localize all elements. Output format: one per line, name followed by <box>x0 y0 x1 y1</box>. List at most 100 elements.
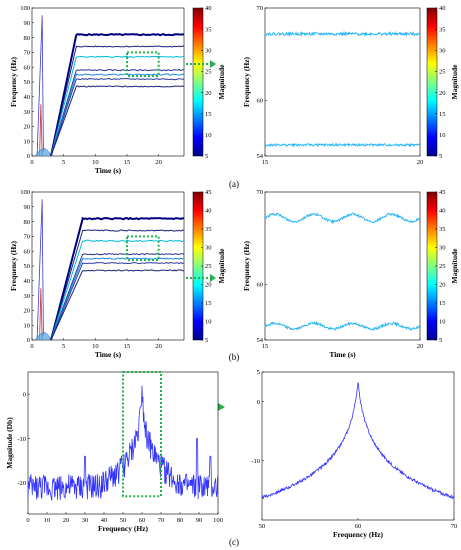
colorbar-tick-label: 40 <box>205 5 212 12</box>
x-tick-label: 0 <box>30 159 33 166</box>
zoom-box <box>122 371 162 498</box>
colorbar-tick-label: 20 <box>205 90 212 97</box>
y-axis-label: Frequency (Hz) <box>242 240 251 291</box>
x-tick-label: 20 <box>155 343 162 350</box>
series-line <box>264 320 421 331</box>
colorbar-tick-label: 5 <box>439 153 442 160</box>
x-axis-label: Time (s) <box>95 350 122 359</box>
y-tick-label: 60 <box>257 282 264 289</box>
y-tick-label: 70 <box>257 189 264 196</box>
panel-label-b: (b) <box>229 352 240 362</box>
colorbar-tick-label: 30 <box>205 245 212 252</box>
y-tick-label: 60 <box>24 248 31 255</box>
x-tick-label: 30 <box>82 517 89 524</box>
colorbar-a-left: 5 10 15 20 25 30 35 40 Magnitude <box>192 5 226 160</box>
y-axis-label: Magnitude (Db) <box>5 417 14 469</box>
y-tick-label: 40 <box>24 278 31 285</box>
colorbar-tick-label: 5 <box>205 337 208 344</box>
y-tick-label: 54 <box>257 337 264 344</box>
startup-spike <box>36 199 44 341</box>
y-tick-label: 10 <box>24 322 31 329</box>
colorbar-label: Magnitude <box>450 248 459 284</box>
series-line <box>265 30 421 38</box>
x-tick-label: 70 <box>158 517 165 524</box>
plot-area <box>264 7 421 157</box>
x-axis-label: Frequency (Hz) <box>333 530 384 539</box>
colorbar-tick-label: 45 <box>439 189 446 196</box>
spectrum-line <box>27 385 219 501</box>
colorbar-tick-label: 10 <box>439 319 446 326</box>
plot-area <box>264 191 421 341</box>
x-tick-label: 0 <box>30 343 33 350</box>
y-tick-label: 20 <box>24 124 31 131</box>
x-tick-label: 0 <box>26 517 29 524</box>
series-line <box>50 73 185 157</box>
colorbar-tick-label: 35 <box>439 26 446 33</box>
colorbar-tick-label: 15 <box>205 111 212 118</box>
y-tick-label: 80 <box>24 35 31 42</box>
x-tick-label: 50 <box>120 517 127 524</box>
y-axis-label: Frequency (Hz) <box>9 240 18 291</box>
x-tick-label: 15 <box>262 343 269 350</box>
y-tick-label: 0 <box>27 153 30 160</box>
y-tick-label: 70 <box>24 234 31 241</box>
plot-area <box>261 371 455 521</box>
x-axis-label: Time (s) <box>329 350 356 359</box>
colorbar-tick-label: 35 <box>439 226 446 233</box>
colorbar-tick-label: 15 <box>439 300 446 307</box>
startup-blob <box>34 332 52 341</box>
colorbar-tick-label: 20 <box>439 90 446 97</box>
x-tick-label: 20 <box>63 517 70 524</box>
y-axis-label: Frequency (Hz) <box>242 56 251 107</box>
y-tick-label: 50 <box>24 79 31 86</box>
colorbar-tick-label: 10 <box>205 319 212 326</box>
y-tick-label: 50 <box>24 263 31 270</box>
y-tick-label: 90 <box>24 204 31 211</box>
startup-spike-red <box>39 288 43 341</box>
series-line <box>50 32 185 157</box>
colorbar-tick-label: 30 <box>439 245 446 252</box>
colorbar-tick-label: 25 <box>439 69 446 76</box>
y-tick-label: 30 <box>24 293 31 300</box>
colorbar-tick-label: 5 <box>205 153 208 160</box>
x-tick-label: 50 <box>259 523 266 530</box>
startup-spike-red <box>39 104 43 157</box>
panel-label-a: (a) <box>229 179 239 189</box>
colorbar-label: Magnitude <box>217 64 226 100</box>
y-tick-label: 30 <box>24 109 31 116</box>
series-line <box>50 55 185 157</box>
colorbar-tick-label: 40 <box>439 5 446 12</box>
colorbar-tick-label: 15 <box>439 111 446 118</box>
colorbar-tick-label: 10 <box>439 132 446 139</box>
colorbar-tick-label: 15 <box>205 300 212 307</box>
series-line <box>50 261 185 341</box>
x-axis-label: Time (s) <box>95 166 122 175</box>
colorbar-tick-label: 25 <box>439 263 446 270</box>
x-tick-label: 10 <box>92 343 99 350</box>
series-line <box>50 229 185 341</box>
startup-spike <box>36 15 44 157</box>
x-tick-label: 70 <box>451 523 458 530</box>
x-tick-label: 20 <box>155 159 162 166</box>
x-tick-label: 100 <box>213 517 223 524</box>
chart-c_right: 50 60 70 -10 0 5 Frequency (Hz) <box>251 369 457 539</box>
y-tick-label: 54 <box>257 153 264 160</box>
y-tick-label: 60 <box>24 64 31 71</box>
x-tick-label: 60 <box>355 523 362 530</box>
series-line <box>264 142 421 148</box>
x-tick-label: 15 <box>124 159 131 166</box>
y-tick-label: 70 <box>24 50 31 57</box>
y-tick-label: 80 <box>24 219 31 226</box>
series-line <box>50 269 185 341</box>
series-line <box>50 45 185 157</box>
y-tick-label: 5 <box>257 369 260 376</box>
colorbar-tick-label: 30 <box>205 47 212 54</box>
y-tick-label: 20 <box>24 308 31 315</box>
y-tick-label: 0 <box>27 337 30 344</box>
chart-b_left: 0 5 10 15 20 0 10 20 30 40 50 60 70 80 90 100 Time (s) Fr… <box>9 189 185 359</box>
colorbar-tick-label: 40 <box>205 208 212 215</box>
x-tick-label: 5 <box>62 159 65 166</box>
colorbar-tick-label: 20 <box>439 282 446 289</box>
x-tick-label: 5 <box>62 343 65 350</box>
x-axis-label: Frequency (Hz) <box>98 524 149 533</box>
